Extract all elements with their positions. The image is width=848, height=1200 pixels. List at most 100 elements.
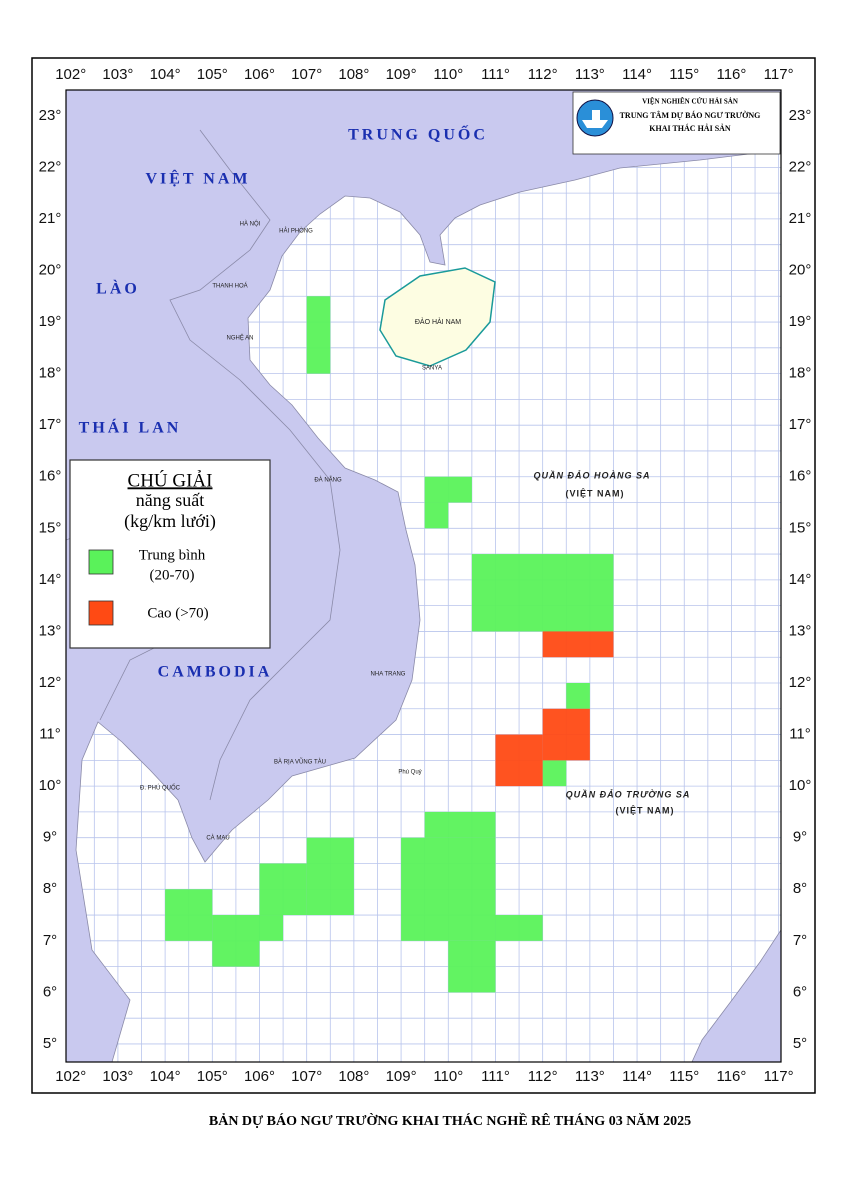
country-label: THÁI LAN (79, 418, 182, 437)
y-tick-label: 7° (43, 932, 57, 949)
forecast-zone (471, 554, 614, 632)
forecast-zone (424, 811, 496, 838)
forecast-zone (448, 940, 496, 993)
island-label: ĐẢO HẢI NAM (415, 317, 461, 326)
x-tick-label: 117° (764, 66, 794, 83)
y-tick-label: 14° (789, 571, 812, 588)
y-tick-label: 6° (43, 983, 57, 1000)
y-tick-label: 14° (39, 571, 62, 588)
place-label: THANH HOÁ (212, 283, 247, 290)
x-tick-label: 114° (622, 66, 652, 83)
y-tick-label: 12° (39, 674, 62, 691)
y-tick-label: 21° (39, 210, 62, 227)
place-label: NHA TRANG (371, 672, 406, 678)
x-tick-label: 106° (244, 66, 275, 83)
land (65, 89, 782, 1063)
legend-label: Trung bình (139, 547, 206, 563)
x-tick-label: 108° (338, 66, 369, 83)
forecast-zone (306, 296, 331, 374)
legend: CHÚ GIẢI năng suất (kg/km lưới) Trung bì… (69, 459, 271, 649)
zones (165, 296, 614, 993)
y-tick-label: 10° (789, 777, 812, 794)
x-tick-label: 116° (716, 1068, 746, 1085)
y-tick-label: 11° (789, 726, 811, 743)
y-tick-label: 23° (39, 107, 62, 124)
island-label: QUẦN ĐẢO HOÀNG SA (533, 469, 650, 480)
forecast-zone (165, 889, 213, 941)
y-tick-label: 16° (789, 468, 812, 485)
y-tick-label: 8° (793, 880, 807, 897)
country-label: LÀO (96, 279, 140, 298)
legend-subtitle: năng suất (136, 490, 204, 510)
y-tick-label: 15° (39, 519, 62, 536)
y-tick-label: 7° (793, 932, 807, 949)
forecast-zone (401, 837, 496, 941)
legend-label: Cao (>70) (147, 605, 208, 621)
y-tick-label: 10° (39, 777, 62, 794)
x-tick-label: 111° (481, 66, 510, 83)
y-tick-label: 13° (789, 622, 812, 639)
place-label: HẢI PHÒNG (279, 228, 313, 235)
logo-ship (582, 110, 608, 128)
border (169, 129, 341, 801)
header-text: KHAI THÁC HẢI SẢN (649, 123, 731, 133)
y-tick-label: 18° (39, 365, 62, 382)
y-tick-label: 6° (793, 983, 807, 1000)
map-frame (65, 89, 782, 1063)
mainland (65, 89, 782, 1063)
x-tick-label: 103° (102, 66, 133, 83)
forecast-zone (212, 915, 260, 967)
forecast-zone (259, 915, 284, 941)
forecast-zone (542, 760, 567, 787)
x-tick-label: 112° (528, 1068, 558, 1085)
country-label: CAMBODIA (158, 664, 273, 681)
y-tick-label: 9° (43, 829, 57, 846)
y-tick-label: 11° (39, 726, 61, 743)
x-tick-label: 102° (55, 1068, 86, 1085)
y-tick-label: 21° (789, 210, 812, 227)
island-label: (VIỆT NAM) (616, 804, 675, 815)
header-text: TRUNG TÂM DỰ BÁO NGƯ TRƯỜNG (620, 110, 761, 120)
x-tick-label: 116° (716, 66, 746, 83)
x-tick-label: 109° (386, 66, 417, 83)
forecast-zone (495, 915, 543, 941)
x-tick-label: 115° (669, 66, 699, 83)
country-label: TRUNG QUỐC (348, 124, 488, 144)
legend-subtitle: (kg/km lưới) (124, 511, 216, 532)
legend-swatch (88, 549, 114, 575)
island-label: QUẦN ĐẢO TRƯỜNG SA (566, 788, 691, 799)
forecast-zone (306, 837, 354, 916)
legend-range: (20-70) (150, 567, 195, 583)
place-label: HÀ NỘI (240, 221, 261, 228)
island-label: (VIỆT NAM) (566, 487, 625, 498)
y-tick-label: 16° (39, 468, 62, 485)
x-tick-label: 105° (197, 66, 228, 83)
y-tick-label: 13° (39, 622, 62, 639)
forecast-zone (424, 476, 472, 503)
x-tick-label: 111° (481, 1068, 510, 1085)
y-tick-label: 12° (789, 674, 812, 691)
y-tick-label: 18° (789, 365, 812, 382)
x-tick-label: 114° (622, 1068, 652, 1085)
place-label: BÀ RỊA VŨNG TÀU (274, 759, 326, 766)
x-tick-label: 104° (150, 1068, 181, 1085)
y-tick-label: 17° (39, 416, 62, 433)
hainan (379, 267, 496, 367)
place-label: ĐÀ NẴNG (314, 477, 342, 484)
header-box: VIỆN NGHIÊN CỨU HẢI SẢN TRUNG TÂM DỰ BÁO… (572, 91, 781, 155)
place-label: Đ. PHÚ QUỐC (140, 785, 181, 792)
y-tick-label: 23° (789, 107, 812, 124)
x-tick-label: 109° (386, 1068, 417, 1085)
legend-swatch (88, 600, 114, 626)
x-tick-label: 102° (55, 66, 86, 83)
forecast-zone (424, 502, 449, 529)
y-tick-label: 19° (789, 313, 812, 330)
y-tick-label: 20° (789, 261, 812, 278)
place-label: CÀ MAU (206, 835, 229, 842)
y-tick-label: 20° (39, 261, 62, 278)
x-tick-label: 106° (244, 1068, 275, 1085)
y-tick-label: 8° (43, 880, 57, 897)
y-tick-label: 5° (793, 1035, 807, 1052)
y-tick-label: 22° (789, 158, 812, 175)
forecast-zone (542, 631, 614, 658)
